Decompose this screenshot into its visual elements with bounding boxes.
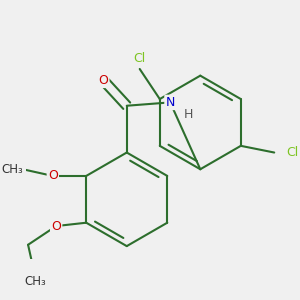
Text: H: H: [184, 108, 194, 121]
Text: N: N: [166, 96, 175, 109]
Text: O: O: [98, 74, 108, 87]
Text: O: O: [51, 220, 61, 232]
Text: O: O: [48, 169, 58, 182]
Text: Cl: Cl: [286, 146, 298, 159]
Text: CH₃: CH₃: [1, 163, 23, 176]
Text: Cl: Cl: [134, 52, 146, 65]
Text: CH₃: CH₃: [24, 275, 46, 288]
